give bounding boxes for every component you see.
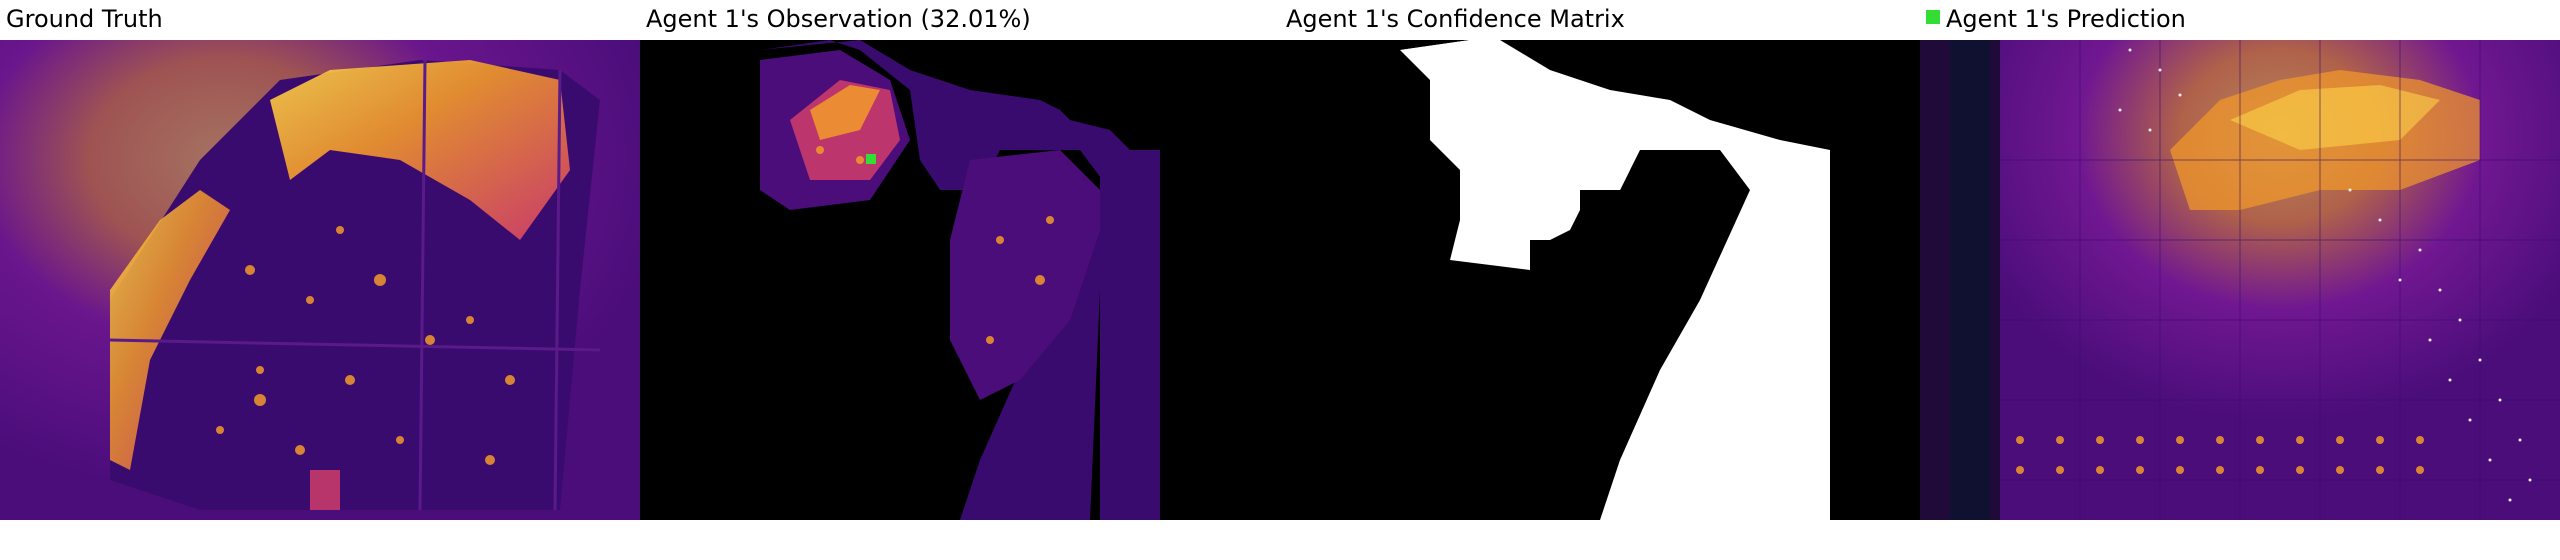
prediction-heatmap	[1920, 40, 2560, 520]
agent-marker-legend-icon	[1926, 10, 1940, 24]
prediction-panel	[1920, 40, 2560, 520]
agent-marker	[866, 154, 876, 164]
ground-truth-heatmap	[0, 40, 640, 520]
observation-heatmap	[640, 40, 1280, 520]
confidence-matrix-panel	[1280, 40, 1920, 520]
confidence-matrix-mask	[1280, 40, 1920, 520]
ground-truth-panel	[0, 40, 640, 520]
observation-panel	[640, 40, 1280, 520]
ground-truth-title: Ground Truth	[6, 5, 163, 33]
prediction-title: Agent 1's Prediction	[1946, 5, 2186, 33]
observation-title: Agent 1's Observation (32.01%)	[646, 5, 1031, 33]
confidence-matrix-title: Agent 1's Confidence Matrix	[1286, 5, 1625, 33]
